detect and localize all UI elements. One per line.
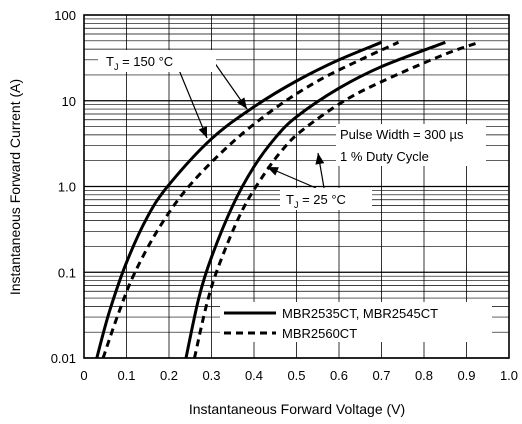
x-tick-labels: 0 0.1 0.2 0.3 0.4 0.5 0.6 0.7 0.8 0.9 1.0 (80, 368, 518, 383)
duty-cycle-label: 1 % Duty Cycle (340, 149, 429, 164)
y-tick-label: 100 (54, 8, 76, 23)
y-tick-label: 0.01 (51, 351, 76, 366)
tj-25-arrow-a-head (267, 167, 279, 176)
series-curve-4 (193, 40, 480, 359)
y-tick-label: 0.1 (58, 265, 76, 280)
series-curve-3 (184, 40, 446, 359)
tj-150-arrow-b-head (236, 97, 247, 109)
x-tick-label: 1.0 (500, 368, 518, 383)
tj-25-label: TJ = 25 °C (286, 192, 346, 210)
pulse-width-label: Pulse Width = 300 µs (340, 127, 464, 142)
x-tick-label: 0.2 (160, 368, 178, 383)
legend-entry-solid: MBR2535CT, MBR2545CT (282, 306, 438, 321)
pulse-note-bg (336, 124, 486, 166)
tj-25-label-bg (280, 188, 372, 210)
x-tick-label: 0.6 (330, 368, 348, 383)
x-tick-label: 0.4 (245, 368, 263, 383)
tj-150-label-bg (98, 50, 216, 72)
callouts (178, 61, 325, 189)
x-axis-label: Instantaneous Forward Voltage (V) (189, 401, 405, 417)
y-axis-label: Instantaneous Forward Current (A) (7, 79, 23, 295)
y-tick-label: 10 (62, 94, 76, 109)
x-tick-label: 0.1 (117, 368, 135, 383)
x-tick-label: 0.9 (457, 368, 475, 383)
legend-bg (220, 302, 492, 342)
x-tick-label: 0.3 (202, 368, 220, 383)
tj-150-label: TJ = 150 °C (106, 54, 173, 72)
x-tick-label: 0.8 (415, 368, 433, 383)
x-tick-label: 0.7 (372, 368, 390, 383)
curves (95, 40, 480, 359)
y-tick-label: 1.0 (58, 180, 76, 195)
y-tick-labels: 0.01 0.1 1.0 10 100 (51, 8, 76, 366)
plot-frame (83, 14, 510, 359)
tj-25-arrow-b-head (315, 153, 325, 165)
x-tick-label: 0 (80, 368, 87, 383)
series-curve-2 (101, 40, 400, 359)
x-tick-label: 0.5 (287, 368, 305, 383)
series-curve-1 (95, 40, 383, 359)
legend-entry-dashed: MBR2560CT (282, 326, 357, 341)
tj-150-arrow-a-line (178, 69, 208, 139)
tj-150-arrow-a-head (198, 126, 207, 138)
legend: MBR2535CT, MBR2545CT MBR2560CT (220, 302, 492, 342)
